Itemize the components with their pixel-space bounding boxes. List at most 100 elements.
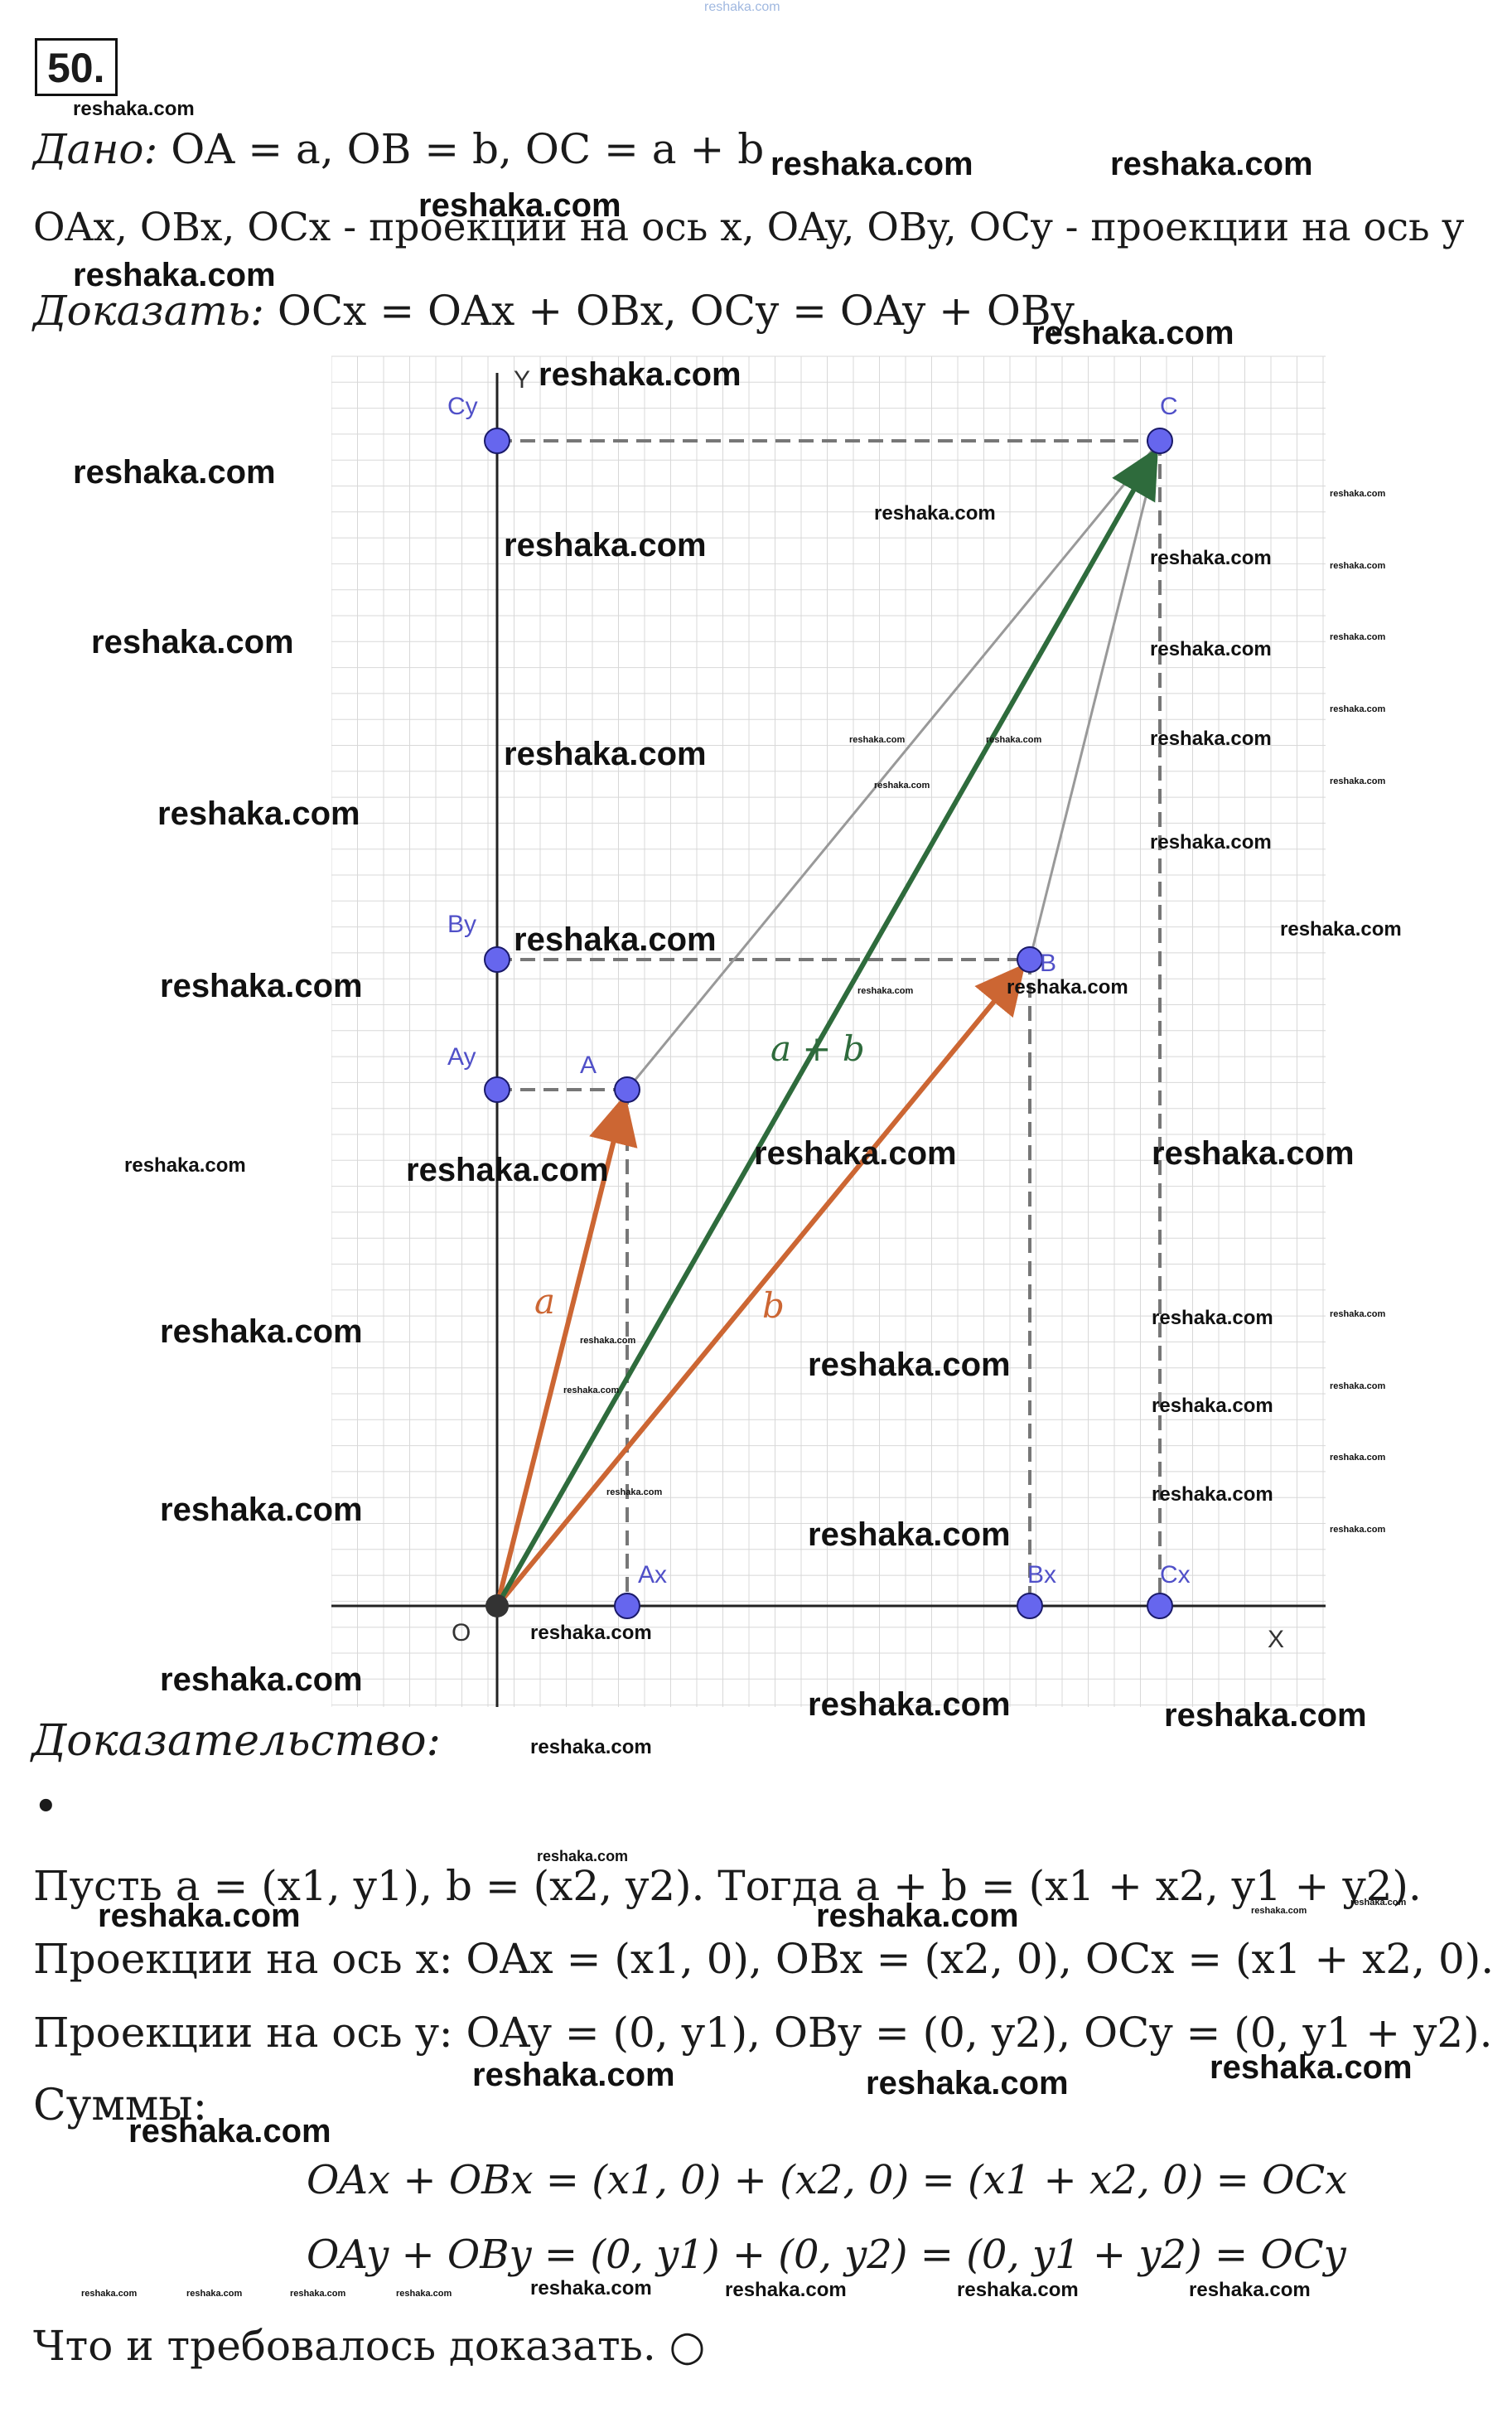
watermark: reshaka.com [81, 2289, 138, 2299]
label-a: A [580, 1052, 597, 1079]
vector-sum-arrow [495, 447, 1158, 1608]
conclusion: Что и требовалось доказать. ○ [33, 2322, 706, 2370]
watermark: reshaka.com [849, 735, 906, 745]
watermark: reshaka.com [563, 1385, 620, 1395]
label-o: O [452, 1619, 471, 1647]
label-b: B [1040, 950, 1056, 977]
watermark: reshaka.com [808, 1347, 1011, 1383]
watermark: reshaka.com [1110, 146, 1313, 182]
watermark: reshaka.com [1150, 638, 1272, 660]
watermark: reshaka.com [1330, 1381, 1386, 1391]
point-ax [614, 1593, 640, 1619]
watermark: reshaka.com [1164, 1697, 1367, 1734]
point-o [485, 1594, 509, 1618]
watermark: reshaka.com [530, 2277, 652, 2299]
label-cy: Cy [447, 393, 478, 420]
problem-number: 50. [35, 38, 118, 96]
watermark: reshaka.com [1210, 2049, 1413, 2086]
given-text: OA = a, OB = b, OC = a + b [157, 125, 765, 173]
watermark: reshaka.com [514, 921, 717, 958]
watermark: reshaka.com [866, 2065, 1069, 2101]
watermark: reshaka.com [580, 1336, 636, 1346]
formula-1: OAx + OBx = (x1, 0) + (x2, 0) = (x1 + x2… [307, 2157, 1348, 2203]
watermark: reshaka.com [874, 781, 930, 791]
watermark: reshaka.com [290, 2289, 346, 2299]
given-label: Дано: [33, 125, 158, 173]
watermark: reshaka.com [754, 1135, 957, 1172]
watermark: reshaka.com [1150, 831, 1272, 853]
side-a-c [626, 440, 1162, 1090]
point-by [484, 946, 510, 973]
proof-line-3: Проекции на ось y: OAy = (0, y1), OBy = … [33, 2009, 1493, 2057]
watermark: reshaka.com [530, 1736, 652, 1758]
watermark: reshaka.com [986, 735, 1042, 745]
label-by: By [447, 911, 476, 938]
axis-y-label: Y [514, 366, 530, 394]
watermark: reshaka.com [1280, 918, 1402, 941]
watermark: reshaka.com [396, 2289, 452, 2299]
watermark: reshaka.com [1152, 1307, 1273, 1329]
watermark: reshaka.com [186, 2289, 243, 2299]
point-ay [484, 1076, 510, 1103]
watermark: reshaka.com [770, 146, 973, 182]
given-line: Дано: OA = a, OB = b, OC = a + b [33, 124, 764, 174]
watermark: reshaka.com [539, 356, 742, 393]
watermark: reshaka.com [504, 527, 707, 563]
proof-line-2: Проекции на ось x: OAx = (x1, 0), OBx = … [33, 1935, 1495, 1983]
watermark: reshaka.com [1152, 1135, 1355, 1172]
watermark: reshaka.com [98, 1898, 301, 1934]
axis-x-label: X [1268, 1626, 1284, 1653]
point-cy [484, 428, 510, 454]
label-vec-sum: a + b [770, 1028, 865, 1069]
projection-lines [497, 439, 1162, 1606]
watermark: reshaka.com [1330, 1525, 1386, 1535]
watermark: reshaka.com [1031, 315, 1234, 351]
prove-text: OCx = OAx + OBx, OCy = OAy + OBy [263, 287, 1075, 335]
watermark: reshaka.com [1150, 547, 1272, 569]
label-ax: Ax [638, 1561, 667, 1589]
watermark: reshaka.com [124, 1154, 246, 1177]
projections-line: OAx, OBx, OCx - проекции на ось x, OAy, … [33, 205, 1465, 250]
vector-a-arrow [495, 1094, 638, 1607]
watermark: reshaka.com [73, 257, 276, 293]
point-a [614, 1076, 640, 1103]
watermark: reshaka.com [857, 986, 914, 996]
label-cx: Cx [1160, 1561, 1191, 1589]
top-watermark: reshaka.com [704, 0, 780, 14]
watermark: reshaka.com [874, 502, 996, 525]
watermark: reshaka.com [1330, 632, 1386, 642]
label-c: C [1160, 393, 1178, 420]
side-b-c [1028, 440, 1162, 960]
watermark: reshaka.com [160, 1313, 363, 1350]
watermark: reshaka.com [530, 1622, 652, 1644]
watermark: reshaka.com [1152, 1395, 1273, 1417]
watermark: reshaka.com [808, 1516, 1011, 1553]
watermark: reshaka.com [160, 1661, 363, 1698]
proof-line-1: Пусть a = (x1, y1), b = (x2, y2). Тогда … [33, 1862, 1422, 1910]
watermark: reshaka.com [1251, 1906, 1307, 1916]
proof-bullet: • [33, 1782, 59, 1832]
watermark: reshaka.com [91, 624, 294, 660]
watermark: reshaka.com [160, 1492, 363, 1528]
watermark: reshaka.com [1330, 489, 1386, 499]
watermark: reshaka.com [957, 2279, 1079, 2301]
watermark: reshaka.com [537, 1848, 629, 1864]
watermark: reshaka.com [160, 968, 363, 1004]
watermark: reshaka.com [1152, 1483, 1273, 1506]
watermark: reshaka.com [1330, 1453, 1386, 1463]
watermark: reshaka.com [157, 795, 360, 832]
watermark: reshaka.com [418, 187, 621, 224]
watermark: reshaka.com [1007, 976, 1128, 999]
point-cx [1147, 1593, 1173, 1619]
point-c [1147, 428, 1173, 454]
watermark: reshaka.com [1330, 776, 1386, 786]
label-bx: Bx [1027, 1561, 1056, 1589]
label-vec-a: a [534, 1281, 555, 1322]
formula-2: OAy + OBy = (0, y1) + (0, y2) = (0, y1 +… [307, 2232, 1346, 2278]
label-vec-b: b [762, 1285, 785, 1326]
sums-label: Суммы: [33, 2081, 208, 2130]
watermark: reshaka.com [504, 736, 707, 772]
point-bx [1017, 1593, 1043, 1619]
watermark: reshaka.com [816, 1898, 1019, 1934]
watermark: reshaka.com [73, 98, 195, 120]
